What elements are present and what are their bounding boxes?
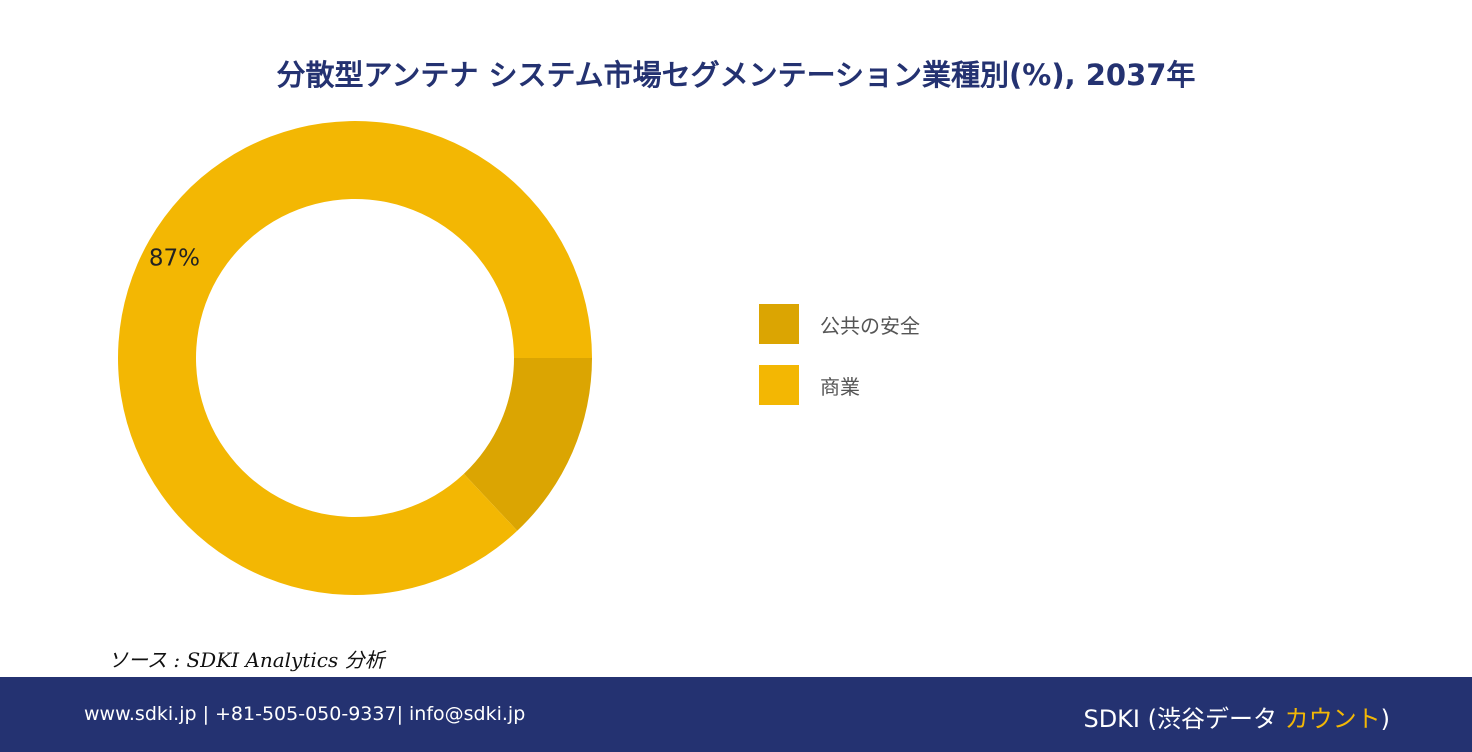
legend-swatch-public-safety [759, 304, 799, 344]
donut-slice-public-safety [463, 358, 592, 531]
source-note: ソース : SDKI Analytics 分析 [108, 648, 385, 672]
legend-label-commercial: 商業 [820, 374, 860, 399]
footer-brand: SDKI (渋谷データ カウント) [1083, 699, 1390, 734]
chart-legend: 公共の安全 商業 [759, 304, 920, 426]
brand-close: ) [1380, 705, 1390, 733]
legend-item-commercial: 商業 [759, 365, 920, 405]
legend-item-public-safety: 公共の安全 [759, 304, 920, 344]
footer-contact: www.sdki.jp | +81-505-050-9337| info@sdk… [84, 703, 526, 725]
data-label-commercial: 87% [149, 245, 200, 271]
donut-chart: 87% [117, 120, 592, 595]
legend-label-public-safety: 公共の安全 [820, 313, 920, 338]
chart-title: 分散型アンテナ システム市場セグメンテーション業種別(%), 2037年 [276, 58, 1196, 92]
legend-swatch-commercial [759, 365, 799, 405]
footer-bar: www.sdki.jp | +81-505-050-9337| info@sdk… [0, 677, 1472, 752]
brand-accent: カウント [1284, 705, 1381, 733]
brand-name: SDKI (渋谷データ [1083, 705, 1285, 733]
donut-slice-commercial [117, 120, 592, 595]
